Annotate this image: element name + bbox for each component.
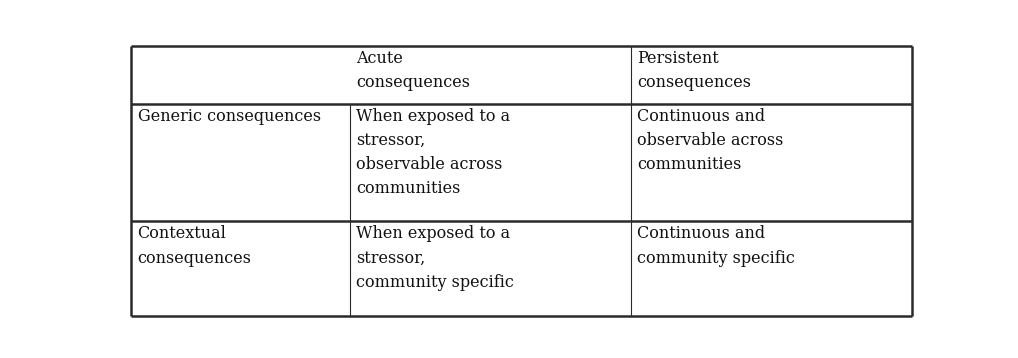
Text: Continuous and
community specific: Continuous and community specific xyxy=(637,226,795,267)
Text: Contextual
consequences: Contextual consequences xyxy=(137,226,251,267)
Text: Acute
consequences: Acute consequences xyxy=(356,50,470,91)
Text: When exposed to a
stressor,
community specific: When exposed to a stressor, community sp… xyxy=(356,226,514,291)
Text: When exposed to a
stressor,
observable across
communities: When exposed to a stressor, observable a… xyxy=(356,108,510,197)
Text: Generic consequences: Generic consequences xyxy=(137,108,321,125)
Text: Continuous and
observable across
communities: Continuous and observable across communi… xyxy=(637,108,784,173)
Text: Persistent
consequences: Persistent consequences xyxy=(637,50,751,91)
